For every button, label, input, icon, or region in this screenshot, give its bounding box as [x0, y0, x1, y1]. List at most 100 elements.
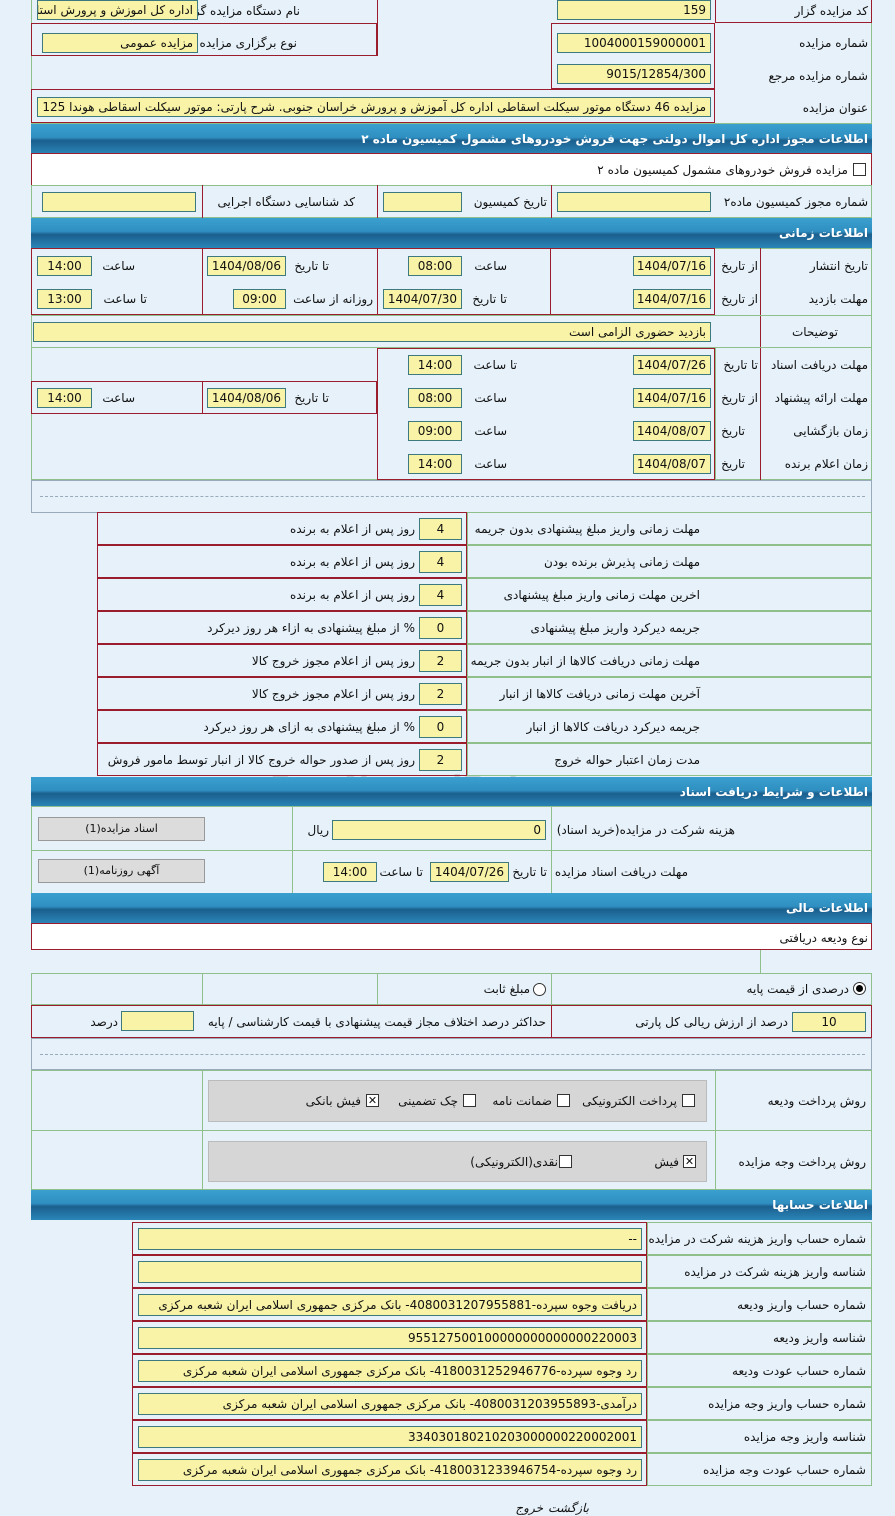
bank-slip-checkbox[interactable]: ✕: [366, 1094, 379, 1107]
deadline-value-field[interactable]: 4: [419, 584, 462, 606]
bank-slip-label: فیش بانکی: [305, 1094, 361, 1108]
deadline-label-cell: [467, 512, 872, 545]
auction-type-field[interactable]: مزایده عمومی: [42, 33, 198, 53]
fixed-amount-radio-label: مبلغ ثابت: [483, 982, 530, 996]
offer-to-field[interactable]: 1404/08/06: [207, 388, 286, 408]
publish-from-field[interactable]: 1404/07/16: [633, 256, 711, 276]
account-value-field[interactable]: 334030180210203000000220002001: [138, 1426, 642, 1448]
account-value-field[interactable]: درآمدی-4080031203955893- بانک مرکزی جمهو…: [138, 1393, 642, 1415]
deadline-value-field[interactable]: 4: [419, 551, 462, 573]
to-date-label: تا تاریخ: [294, 391, 329, 405]
docs-to-field[interactable]: 1404/07/26: [633, 355, 711, 375]
account-value-cell: [132, 1288, 647, 1321]
deadline-label-cell: [467, 710, 872, 743]
exec-id-field[interactable]: [42, 192, 196, 212]
account-value-field[interactable]: رد وجوه سپرده-4180031252946776- بانک مرک…: [138, 1360, 642, 1382]
max-diff-field[interactable]: [121, 1011, 194, 1031]
deadline-value-field[interactable]: 2: [419, 650, 462, 672]
visit-to-field[interactable]: 1404/07/30: [383, 289, 462, 309]
time-label: ساعت: [474, 391, 507, 405]
deadline-unit: روز پس از اعلام مجوز خروج کالا: [251, 654, 415, 668]
account-value-field[interactable]: رد وجوه سپرده-4180031233946754- بانک مرک…: [138, 1459, 642, 1481]
account-value-cell: [132, 1255, 647, 1288]
notes-label: توضیحات: [791, 325, 838, 339]
account-value-cell: [132, 1420, 647, 1453]
visit-from-field[interactable]: 1404/07/16: [633, 289, 711, 309]
offer-time-field[interactable]: 08:00: [408, 388, 462, 408]
auction-documents-button[interactable]: اسناد مزایده(1): [38, 817, 205, 841]
fee-field[interactable]: 0: [332, 820, 546, 840]
to-date-label: تا تاریخ: [294, 259, 329, 273]
offer-to-time-field[interactable]: 14:00: [37, 388, 92, 408]
auction-number-field[interactable]: 1004000159000001: [557, 33, 711, 53]
notes-field[interactable]: بازدید حضوری الزامی است: [33, 322, 711, 342]
winner-label: زمان اعلام برنده: [784, 457, 868, 471]
deadline-value-field[interactable]: 0: [419, 617, 462, 639]
offer-from-field[interactable]: 1404/07/16: [633, 388, 711, 408]
commission-date-field[interactable]: [383, 192, 462, 212]
visit-daily-field[interactable]: 09:00: [233, 289, 286, 309]
fee-label: هزینه شرکت در مزایده(خرید اسناد): [556, 823, 735, 837]
docs-time-field[interactable]: 14:00: [408, 355, 462, 375]
cheque-label: چک تضمینی: [398, 1094, 458, 1108]
newspaper-ad-button[interactable]: آگهی روزنامه(1): [38, 859, 205, 883]
back-link[interactable]: بازگشت: [548, 1501, 589, 1515]
cell: [377, 348, 715, 480]
cell: [31, 381, 377, 414]
date-label: تاریخ: [721, 457, 745, 471]
winner-time-field[interactable]: 14:00: [408, 454, 462, 474]
guarantee-checkbox[interactable]: [557, 1094, 570, 1107]
to-date-label: تا تاریخ: [512, 865, 547, 879]
deadline-value-field[interactable]: 0: [419, 716, 462, 738]
account-value-cell: [132, 1453, 647, 1486]
deadline-unit: % از مبلغ پیشنهادی به ازای هر روز دیرکرد: [203, 720, 415, 734]
publish-to-field[interactable]: 1404/08/06: [207, 256, 286, 276]
visit-until-field[interactable]: 13:00: [37, 289, 92, 309]
divider: [377, 973, 378, 1005]
docs-deadline-date-field[interactable]: 1404/07/26: [430, 862, 509, 882]
permit-row: [31, 185, 872, 218]
account-value-field[interactable]: 955127500100000000000000220003: [138, 1327, 642, 1349]
auctioneer-code-field[interactable]: 159: [557, 0, 711, 20]
commission-checkbox-label: مزایده فروش خودروهای مشمول کمیسیون ماده …: [597, 163, 848, 177]
deadline-label: مدت زمان اعتبار حواله خروج: [554, 753, 700, 767]
docs-deadline-time-field[interactable]: 14:00: [323, 862, 377, 882]
publish-time-field[interactable]: 08:00: [408, 256, 462, 276]
permit-number-field[interactable]: [557, 192, 711, 212]
account-label-cell: [647, 1420, 872, 1453]
electronic-payment-checkbox[interactable]: [682, 1094, 695, 1107]
section-header-documents: اطلاعات و شرایط دریافت اسناد: [31, 777, 872, 807]
account-value-field[interactable]: دریافت وجوه سپرده-4080031207955881- بانک…: [138, 1294, 642, 1316]
account-value-field[interactable]: --: [138, 1228, 642, 1250]
deadline-value-field[interactable]: 2: [419, 749, 462, 771]
publish-to-time-field[interactable]: 14:00: [37, 256, 92, 276]
account-value-field[interactable]: [138, 1261, 642, 1283]
max-diff-unit: درصد: [90, 1015, 118, 1029]
deadline-value-field[interactable]: 2: [419, 683, 462, 705]
account-label: شناسه واریز هزینه شرکت در مزایده: [684, 1265, 866, 1279]
exit-link[interactable]: خروج: [515, 1501, 543, 1515]
opening-time-field[interactable]: 09:00: [408, 421, 462, 441]
deposit-method-label: روش پرداخت ودیعه: [767, 1094, 866, 1108]
org-name-label: نام دستگاه مزایده گزار: [184, 4, 300, 18]
fixed-amount-radio[interactable]: [533, 983, 546, 996]
winner-date-field[interactable]: 1404/08/07: [633, 454, 711, 474]
cash-electronic-checkbox[interactable]: [559, 1155, 572, 1168]
deadline-label: جریمه دیرکرد واریز مبلغ پیشنهادی: [530, 621, 701, 635]
account-label: شماره حساب عودت ودیعه: [732, 1364, 866, 1378]
deadline-value-field[interactable]: 4: [419, 518, 462, 540]
slip-checkbox[interactable]: ✕: [683, 1155, 696, 1168]
percent-radio[interactable]: [853, 982, 866, 995]
commission-checkbox[interactable]: [853, 163, 866, 176]
from-date-label: از تاریخ: [721, 391, 758, 405]
reference-number-field[interactable]: 9015/12854/300: [557, 64, 711, 84]
org-name-field[interactable]: اداره کل اموزش و پرورش استا: [37, 0, 198, 20]
deposit-percent-field[interactable]: 10: [792, 1012, 866, 1032]
deadline-value-cell: [97, 677, 467, 710]
divider: [551, 185, 552, 218]
deadline-unit: روز پس از اعلام به برنده: [290, 555, 415, 569]
date-label: تاریخ: [721, 424, 745, 438]
cheque-checkbox[interactable]: [463, 1094, 476, 1107]
opening-date-field[interactable]: 1404/08/07: [633, 421, 711, 441]
auction-title-field[interactable]: مزایده 46 دستگاه موتور سیکلت اسقاطی ادار…: [37, 97, 711, 117]
